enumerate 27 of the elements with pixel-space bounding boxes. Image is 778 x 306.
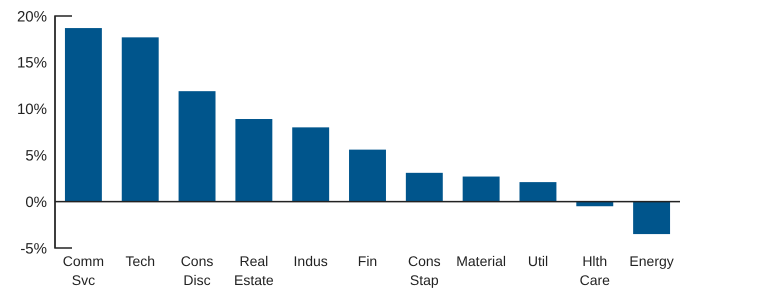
bar <box>406 172 443 202</box>
y-tick-label: 10% <box>16 101 47 118</box>
x-tick-label: Indus <box>294 253 328 269</box>
x-tick-label: Fin <box>358 253 378 269</box>
x-tick-label: Hlth Care <box>580 253 610 288</box>
x-tick-label: Comm Svc <box>62 253 104 288</box>
x-tick-label: Energy <box>629 253 674 269</box>
bar <box>235 119 272 202</box>
bar <box>462 176 500 202</box>
y-tick-label: -5% <box>20 240 47 258</box>
x-tick-label: Cons Disc <box>180 253 214 288</box>
bar <box>633 202 670 234</box>
bar <box>122 37 159 202</box>
bar <box>64 28 102 202</box>
y-tick-label: 0% <box>25 194 47 211</box>
bar <box>292 127 330 202</box>
bar <box>349 150 386 202</box>
x-tick-label: Util <box>528 253 548 269</box>
y-tick-label: 15% <box>16 54 47 72</box>
x-tick-label: Real Estate <box>234 253 274 288</box>
y-tick-label: 5% <box>25 147 47 164</box>
bar <box>178 91 216 202</box>
x-tick-label: Material <box>456 253 506 269</box>
x-tick-label: Tech <box>125 253 156 269</box>
y-tick-label: 20% <box>16 8 47 26</box>
x-tick-label: Cons Stap <box>408 253 441 288</box>
bar <box>519 182 556 202</box>
